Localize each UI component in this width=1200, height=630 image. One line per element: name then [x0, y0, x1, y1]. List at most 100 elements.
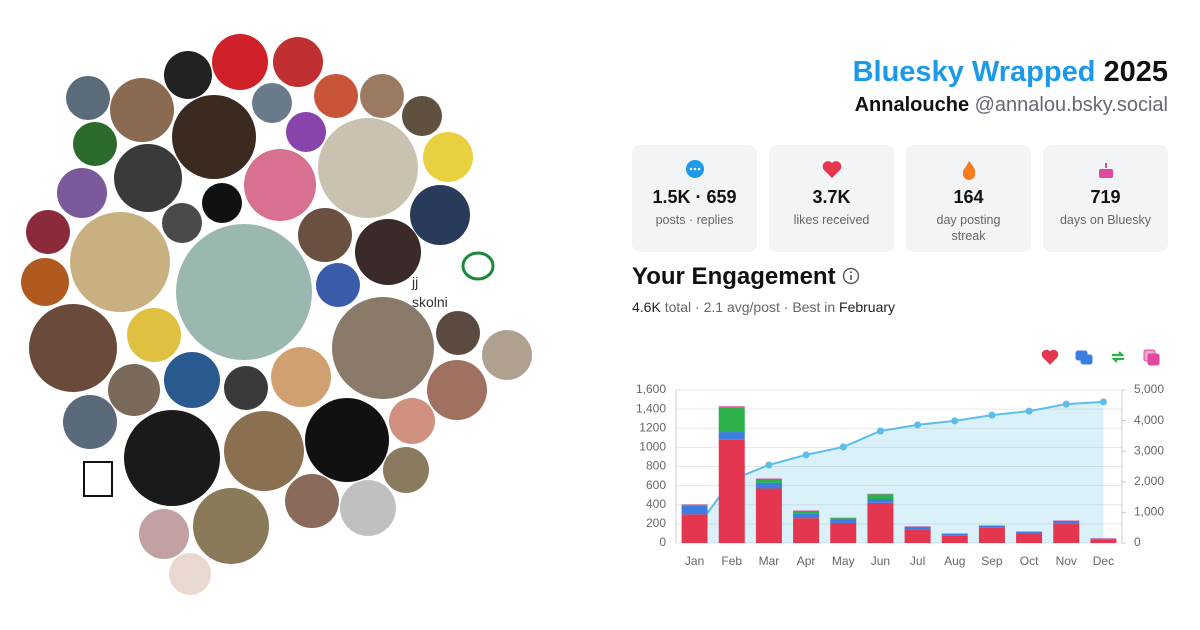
stat-value: 164: [953, 187, 984, 207]
avatar[interactable]: [340, 480, 396, 536]
legend-toggle[interactable]: [1143, 349, 1160, 366]
line-point: [839, 443, 847, 451]
avatar[interactable]: [164, 352, 220, 408]
bar-segment: [867, 494, 894, 500]
bar-segment: [1053, 521, 1080, 524]
avatar[interactable]: [110, 78, 174, 142]
avatar[interactable]: [252, 83, 292, 123]
avatar[interactable]: [63, 395, 117, 449]
avatar[interactable]: [410, 185, 470, 245]
avatar[interactable]: [73, 122, 117, 166]
profile-name: Annalouche: [854, 94, 970, 116]
x-tick-label: Jul: [910, 554, 925, 568]
avatar[interactable]: [298, 208, 352, 262]
stat-label: likes received: [793, 213, 870, 227]
bar-segment: [978, 527, 1005, 543]
bar-segment: [793, 510, 820, 514]
bar-segment: [755, 482, 782, 489]
bar-segment: [941, 533, 968, 536]
avatar[interactable]: [355, 219, 421, 285]
line-point: [988, 411, 996, 419]
line-area: [694, 401, 1104, 543]
avatar[interactable]: [57, 168, 107, 218]
broken-image-label: skolni: [412, 294, 448, 310]
avatar[interactable]: [224, 366, 268, 410]
avatar[interactable]: [108, 364, 160, 416]
avatar[interactable]: [427, 360, 487, 420]
avatar[interactable]: [436, 311, 480, 355]
x-tick-label: Nov: [1056, 554, 1077, 568]
x-tick-label: Jan: [685, 554, 704, 568]
title-year: 2025: [1103, 56, 1168, 88]
avatar[interactable]: [164, 51, 212, 99]
avatar[interactable]: [70, 212, 170, 312]
avatar[interactable]: [176, 224, 312, 360]
avatar[interactable]: [383, 447, 429, 493]
y-tick-label: 1,600: [636, 382, 666, 396]
y-tick-label: 1,400: [636, 401, 666, 415]
y-tick-label: 600: [646, 478, 666, 492]
avatar[interactable]: [389, 398, 435, 444]
stat-value: 3.7K: [812, 187, 851, 207]
x-tick-label: Apr: [797, 554, 816, 568]
line-point: [1099, 398, 1107, 406]
info-icon[interactable]: [842, 267, 860, 285]
legend-toggle[interactable]: [1075, 350, 1093, 365]
avatar[interactable]: [172, 95, 256, 179]
avatar[interactable]: [26, 210, 70, 254]
onion-logo: [461, 251, 495, 281]
avatar[interactable]: [139, 509, 189, 559]
summary-text: total · 2.1 avg/post · Best in: [664, 299, 836, 315]
y2-tick-label: 5,000: [1134, 382, 1164, 396]
avatar[interactable]: [332, 297, 434, 399]
avatar[interactable]: [224, 411, 304, 491]
y-tick-label: 400: [646, 497, 666, 511]
heading-text: Your Engagement: [632, 263, 836, 290]
avatar[interactable]: [244, 149, 316, 221]
avatar[interactable]: [162, 203, 202, 243]
avatar[interactable]: [273, 37, 323, 87]
legend-toggle[interactable]: [1111, 351, 1125, 363]
bar-segment: [867, 499, 894, 503]
avatar[interactable]: [212, 34, 268, 90]
avatar[interactable]: [29, 304, 117, 392]
avatar[interactable]: [127, 308, 181, 362]
stat-label: days on Bluesky: [1059, 213, 1152, 227]
stat-value: 1.5K · 659: [652, 187, 737, 207]
stat-card: 1.5K · 659 posts · replies: [632, 145, 757, 252]
y2-tick-label: 1,000: [1134, 505, 1164, 519]
avatar[interactable]: [193, 488, 269, 564]
bar-segment: [681, 504, 708, 506]
avatar[interactable]: [318, 118, 418, 218]
bar-segment: [1016, 532, 1043, 534]
avatar[interactable]: [202, 183, 242, 223]
avatar[interactable]: [169, 553, 211, 595]
avatar[interactable]: [305, 398, 389, 482]
avatar[interactable]: [114, 144, 182, 212]
avatar[interactable]: [21, 258, 69, 306]
stat-icon: [906, 159, 1031, 181]
avatar[interactable]: [402, 96, 442, 136]
avatar[interactable]: [360, 74, 404, 118]
bar-segment: [681, 505, 708, 515]
avatar[interactable]: [314, 74, 358, 118]
legend-toggle[interactable]: [1041, 349, 1059, 365]
avatar[interactable]: [124, 410, 220, 506]
x-tick-label: Dec: [1093, 554, 1114, 568]
bar-segment: [1053, 523, 1080, 543]
avatar[interactable]: [271, 347, 331, 407]
title-main: Bluesky Wrapped: [852, 56, 1096, 88]
avatar[interactable]: [316, 263, 360, 307]
bar-segment: [718, 432, 745, 440]
bar-segment: [793, 518, 820, 543]
line-point: [951, 417, 959, 425]
avatar[interactable]: [285, 474, 339, 528]
avatar[interactable]: [66, 76, 110, 120]
stat-icon: [769, 159, 894, 181]
x-tick-label: Jun: [871, 554, 890, 568]
avatar[interactable]: [423, 132, 473, 182]
line-point: [1025, 407, 1033, 415]
avatar[interactable]: [286, 112, 326, 152]
avatar[interactable]: [482, 330, 532, 380]
